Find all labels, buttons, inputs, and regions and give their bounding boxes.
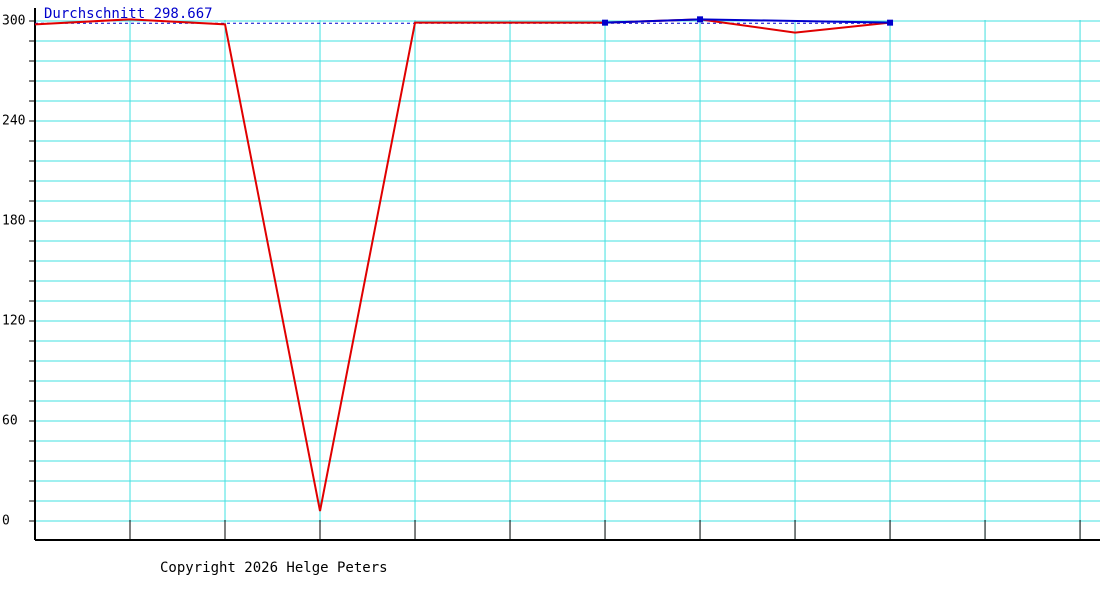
point — [887, 19, 894, 26]
y-tick-label: 0 — [2, 514, 10, 529]
footer: Copyright 2026 Helge Peters — [160, 560, 388, 576]
y-tick-label: 120 — [2, 314, 25, 329]
point — [697, 16, 704, 23]
series-line — [604, 18, 891, 24]
series-line — [34, 18, 891, 512]
point — [602, 19, 609, 26]
y-tick-label: 240 — [2, 114, 25, 129]
y-tick-label: 60 — [2, 414, 18, 429]
average-label: Durchschnitt 298.667 — [44, 6, 213, 22]
y-tick-label: 300 — [2, 14, 25, 29]
y-tick-label: 180 — [2, 214, 25, 229]
